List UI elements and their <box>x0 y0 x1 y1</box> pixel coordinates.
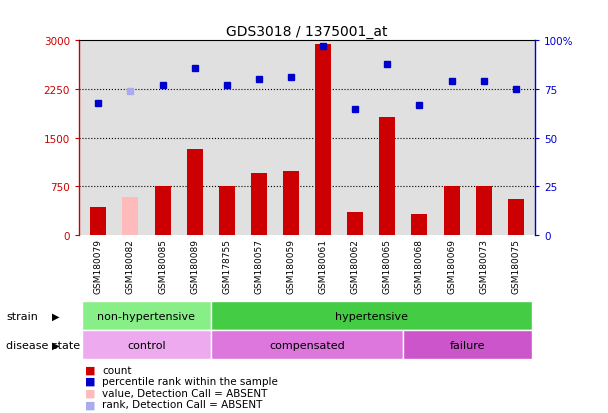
Text: GSM178755: GSM178755 <box>223 239 231 294</box>
Text: hypertensive: hypertensive <box>335 311 408 321</box>
Text: GSM180073: GSM180073 <box>479 239 488 294</box>
Text: count: count <box>102 365 132 375</box>
Text: ■: ■ <box>85 399 95 409</box>
Bar <box>403 330 532 359</box>
Text: ■: ■ <box>85 365 95 375</box>
Text: GSM180065: GSM180065 <box>383 239 392 294</box>
Text: GSM180075: GSM180075 <box>511 239 520 294</box>
Text: GSM180062: GSM180062 <box>351 239 360 294</box>
Bar <box>154 187 171 235</box>
Text: rank, Detection Call = ABSENT: rank, Detection Call = ABSENT <box>102 399 263 409</box>
Bar <box>82 301 211 330</box>
Text: GSM180061: GSM180061 <box>319 239 328 294</box>
Bar <box>315 45 331 235</box>
Bar <box>475 187 492 235</box>
Text: percentile rank within the sample: percentile rank within the sample <box>102 376 278 386</box>
Bar <box>219 186 235 235</box>
Text: GSM180089: GSM180089 <box>190 239 199 294</box>
Bar <box>508 199 524 235</box>
Bar <box>443 186 460 235</box>
Bar <box>90 208 106 235</box>
Bar <box>211 330 403 359</box>
Bar <box>251 174 267 235</box>
Text: GSM180069: GSM180069 <box>447 239 456 294</box>
Text: GSM180082: GSM180082 <box>126 239 135 294</box>
Bar <box>347 213 363 235</box>
Bar <box>122 198 139 235</box>
Text: GSM180068: GSM180068 <box>415 239 424 294</box>
Text: ■: ■ <box>85 376 95 386</box>
Text: failure: failure <box>450 340 485 350</box>
Text: disease state: disease state <box>6 340 80 350</box>
Text: ▶: ▶ <box>52 340 59 350</box>
Bar <box>283 172 299 235</box>
Text: GSM180059: GSM180059 <box>286 239 295 294</box>
Text: non-hypertensive: non-hypertensive <box>97 311 196 321</box>
Text: GSM180057: GSM180057 <box>254 239 263 294</box>
Title: GDS3018 / 1375001_at: GDS3018 / 1375001_at <box>226 25 388 39</box>
Text: ▶: ▶ <box>52 311 59 321</box>
Text: control: control <box>127 340 166 350</box>
Bar <box>82 330 211 359</box>
Bar <box>211 301 532 330</box>
Text: GSM180085: GSM180085 <box>158 239 167 294</box>
Text: strain: strain <box>6 311 38 321</box>
Text: ■: ■ <box>85 388 95 398</box>
Bar <box>187 150 202 235</box>
Text: value, Detection Call = ABSENT: value, Detection Call = ABSENT <box>102 388 268 398</box>
Text: GSM180079: GSM180079 <box>94 239 103 294</box>
Bar <box>379 118 395 235</box>
Bar <box>412 214 427 235</box>
Text: compensated: compensated <box>269 340 345 350</box>
